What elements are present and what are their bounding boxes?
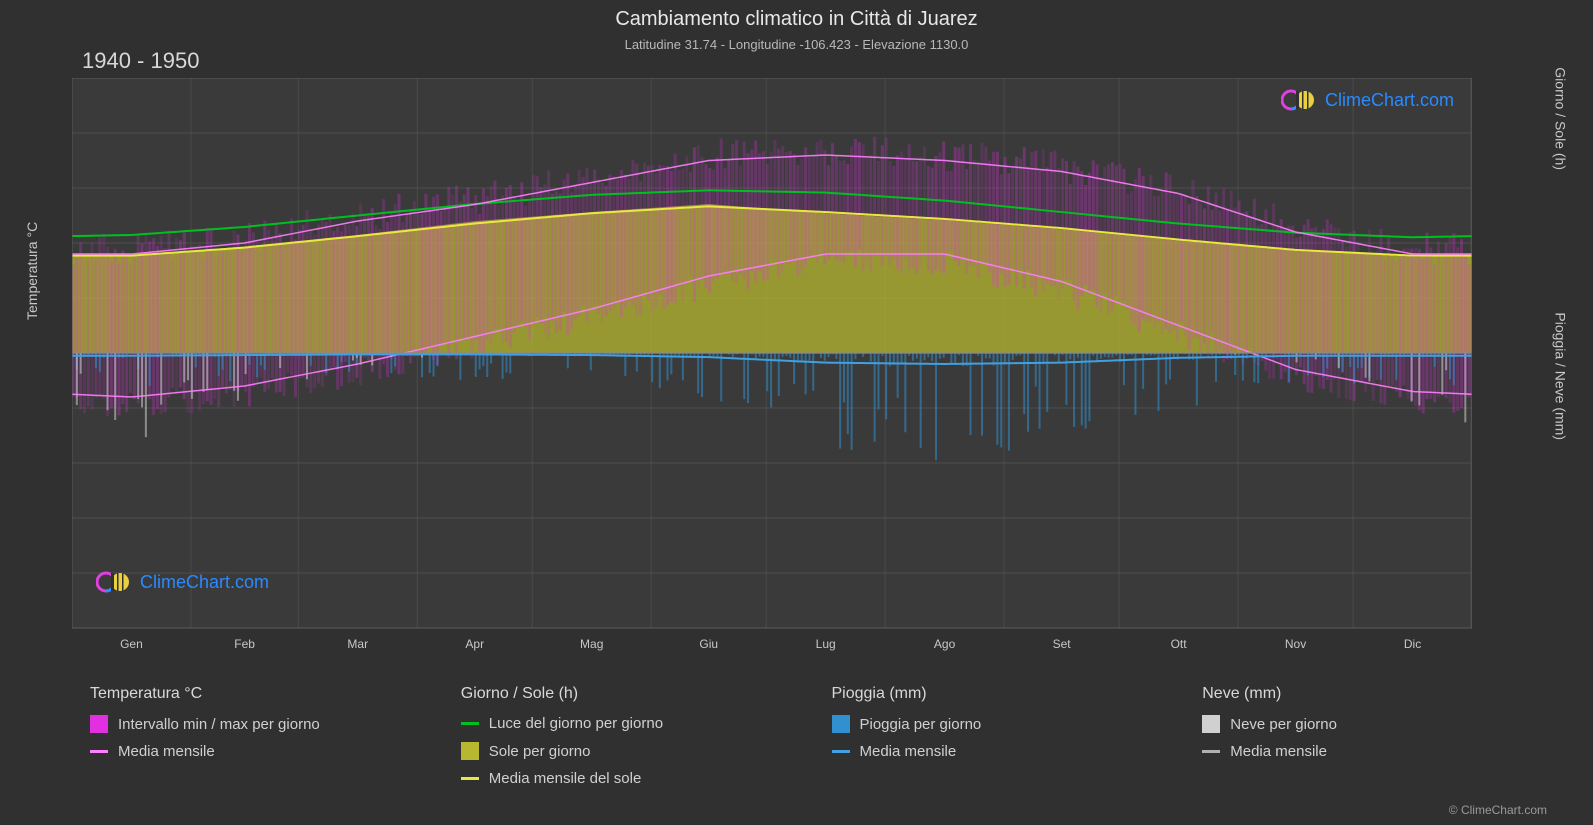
svg-text:Giu: Giu <box>699 637 718 651</box>
legend-head: Neve (mm) <box>1202 685 1533 703</box>
svg-text:Feb: Feb <box>234 637 255 651</box>
legend-item-temp-band: Intervallo min / max per giorno <box>90 715 421 733</box>
legend-head: Pioggia (mm) <box>832 685 1163 703</box>
legend-label: Media mensile <box>860 743 957 760</box>
legend-col-rain: Pioggia (mm) Pioggia per giorno Media me… <box>832 685 1163 797</box>
period-label: 1940 - 1950 <box>82 48 199 74</box>
svg-text:Mar: Mar <box>347 637 368 651</box>
logo-bottom: ClimeChart.com <box>96 570 269 594</box>
page-root: Cambiamento climatico in Città di Juarez… <box>0 0 1593 825</box>
svg-text:Dic: Dic <box>1404 637 1421 651</box>
logo-text: ClimeChart.com <box>1325 90 1454 111</box>
svg-text:Apr: Apr <box>465 637 484 651</box>
legend-label: Media mensile <box>118 743 215 760</box>
legend-col-daysun: Giorno / Sole (h) Luce del giorno per gi… <box>461 685 792 797</box>
legend-item-sun-avg: Media mensile del sole <box>461 770 792 787</box>
legend-col-temperature: Temperatura °C Intervallo min / max per … <box>90 685 421 797</box>
legend-label: Media mensile <box>1230 743 1327 760</box>
logo-top: ClimeChart.com <box>1281 88 1454 112</box>
legend-item-sun-area: Sole per giorno <box>461 742 792 760</box>
legend-item-rain-bars: Pioggia per giorno <box>832 715 1163 733</box>
legend-item-rain-avg: Media mensile <box>832 743 1163 760</box>
y-axis-right-label-2: Pioggia / Neve (mm) <box>1553 312 1569 440</box>
logo-icon <box>1281 88 1319 112</box>
svg-text:Nov: Nov <box>1285 637 1306 651</box>
legend-label: Sole per giorno <box>489 743 591 760</box>
legend-col-snow: Neve (mm) Neve per giorno Media mensile <box>1202 685 1533 797</box>
plot-area: -50-40-30-20-100102030405006121824102030… <box>72 78 1472 658</box>
legend-head: Temperatura °C <box>90 685 421 703</box>
legend: Temperatura °C Intervallo min / max per … <box>90 685 1533 797</box>
logo-icon <box>96 570 134 594</box>
legend-label: Neve per giorno <box>1230 716 1337 733</box>
legend-label: Intervallo min / max per giorno <box>118 716 320 733</box>
y-axis-right-label-1: Giorno / Sole (h) <box>1553 67 1569 170</box>
svg-text:Ott: Ott <box>1171 637 1188 651</box>
legend-item-temp-avg: Media mensile <box>90 743 421 760</box>
logo-text: ClimeChart.com <box>140 572 269 593</box>
legend-item-daylight: Luce del giorno per giorno <box>461 715 792 732</box>
legend-label: Luce del giorno per giorno <box>489 715 663 732</box>
y-axis-left-label: Temperatura °C <box>24 222 40 320</box>
svg-text:Gen: Gen <box>120 637 143 651</box>
copyright-label: © ClimeChart.com <box>1449 803 1547 817</box>
legend-label: Pioggia per giorno <box>860 716 982 733</box>
legend-head: Giorno / Sole (h) <box>461 685 792 703</box>
legend-item-snow-avg: Media mensile <box>1202 743 1533 760</box>
svg-text:Ago: Ago <box>934 637 956 651</box>
svg-text:Lug: Lug <box>816 637 836 651</box>
svg-text:Set: Set <box>1053 637 1072 651</box>
legend-label: Media mensile del sole <box>489 770 642 787</box>
legend-item-snow-bars: Neve per giorno <box>1202 715 1533 733</box>
svg-text:Mag: Mag <box>580 637 603 651</box>
chart-title: Cambiamento climatico in Città di Juarez <box>0 0 1593 31</box>
chart-subtitle: Latitudine 31.74 - Longitudine -106.423 … <box>0 37 1593 52</box>
climate-chart-svg: -50-40-30-20-100102030405006121824102030… <box>72 78 1472 658</box>
